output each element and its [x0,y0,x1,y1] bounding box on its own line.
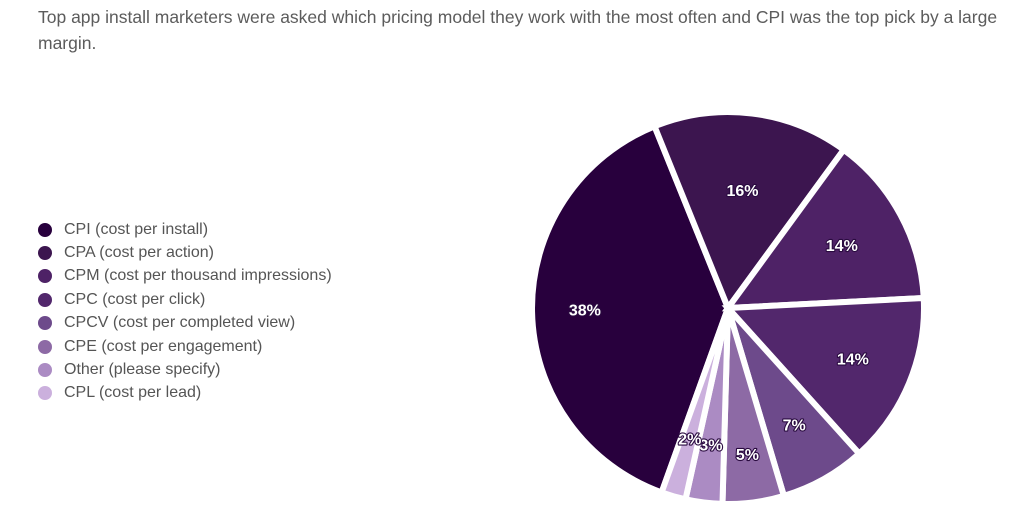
legend-label-cpl: CPL (cost per lead) [64,384,202,402]
legend-swatch-cpe [38,339,52,354]
slice-label-cpl: 2% [678,431,701,448]
slice-label-cpi: 38% [569,302,601,319]
legend-swatch-cpl [38,386,52,401]
legend-item-cpc: CPC (cost per click) [38,288,332,311]
chart-legend: CPI (cost per install) CPA (cost per act… [38,218,332,405]
legend-item-other: Other (please specify) [38,358,332,381]
legend-label-cpcv: CPCV (cost per completed view) [64,314,296,332]
legend-label-cpm: CPM (cost per thousand impressions) [64,267,332,285]
slice-label-cpm: 14% [826,238,858,255]
legend-swatch-cpa [38,246,52,261]
slice-label-cpcv: 7% [783,417,806,434]
slice-label-other: 3% [699,438,722,455]
legend-swatch-cpi [38,222,52,237]
slice-label-cpa: 16% [726,183,758,200]
pie-slice-cpm [721,145,927,312]
legend-swatch-other [38,363,52,378]
legend-item-cpcv: CPCV (cost per completed view) [38,312,332,335]
legend-item-cpm: CPM (cost per thousand impressions) [38,265,332,288]
legend-item-cpi: CPI (cost per install) [38,218,332,241]
legend-item-cpe: CPE (cost per engagement) [38,335,332,358]
legend-item-cpa: CPA (cost per action) [38,241,332,264]
legend-swatch-cpcv [38,316,52,331]
legend-label-cpi: CPI (cost per install) [64,220,209,238]
legend-label-cpa: CPA (cost per action) [64,244,214,262]
pie-slice-cpa [650,109,848,315]
slice-label-cpc: 14% [837,351,869,368]
chart-caption: Top app install marketers were asked whi… [38,7,998,53]
slice-label-cpe: 5% [736,447,759,464]
legend-label-other: Other (please specify) [64,361,221,379]
pie-slice-cpl [657,306,731,503]
pie-slice-cpc [721,294,927,458]
legend-swatch-cpc [38,292,52,307]
legend-item-cpl: CPL (cost per lead) [38,382,332,405]
legend-label-cpc: CPC (cost per click) [64,290,206,308]
pie-slice-cpi [529,122,732,497]
legend-swatch-cpm [38,269,52,284]
legend-label-cpe: CPE (cost per engagement) [64,337,263,355]
